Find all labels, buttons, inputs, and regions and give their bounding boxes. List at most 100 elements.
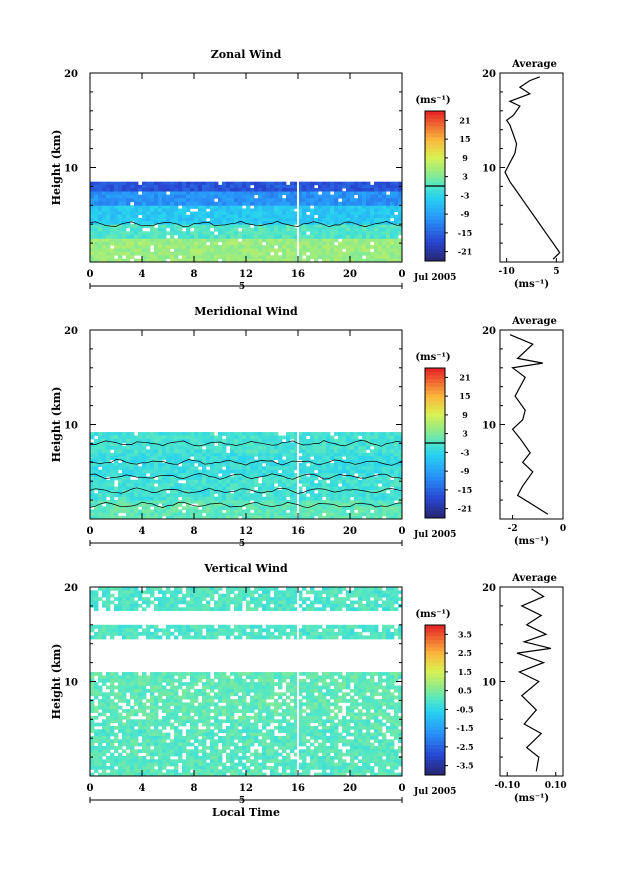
heatmap-cell	[286, 224, 291, 229]
heatmap-cell	[238, 762, 243, 767]
heatmap-cell	[390, 729, 395, 734]
heatmap-cell	[322, 503, 327, 507]
heatmap-cell	[138, 248, 143, 253]
heatmap-cell	[146, 245, 151, 249]
heatmap-cell	[134, 473, 139, 477]
heatmap-cell	[302, 198, 307, 203]
heatmap-cell	[214, 438, 219, 443]
heatmap-cell	[326, 251, 331, 256]
heatmap-cell	[254, 765, 259, 770]
heatmap-cell	[362, 227, 367, 232]
heatmap-cell	[290, 496, 295, 501]
heatmap-cell	[94, 739, 99, 744]
heatmap-cell	[282, 719, 287, 724]
heatmap-cell	[254, 201, 259, 206]
heatmap-cell	[366, 462, 371, 467]
heatmap-cell	[210, 466, 215, 471]
heatmap-cell	[310, 181, 315, 186]
heatmap-cell	[174, 515, 179, 520]
heatmap-cell	[386, 742, 391, 747]
heatmap-cell	[106, 493, 111, 498]
heatmap-cell	[194, 765, 199, 770]
heatmap-cell	[382, 476, 387, 481]
heatmap-cell	[358, 506, 363, 510]
heatmap-cell	[138, 749, 143, 754]
heatmap-cell	[354, 227, 359, 232]
x-tick-label: 16	[291, 269, 305, 280]
heatmap-cell	[238, 735, 243, 740]
heatmap-cell	[106, 739, 111, 744]
heatmap-cell	[374, 194, 379, 199]
heatmap-cell	[162, 496, 167, 501]
heatmap-cell	[366, 469, 371, 474]
heatmap-cell	[166, 238, 171, 243]
heatmap-cell	[178, 238, 183, 243]
heatmap-cell	[370, 725, 375, 730]
heatmap-cell	[278, 224, 283, 229]
heatmap-cell	[278, 729, 283, 734]
heatmap-cell	[198, 442, 203, 447]
heatmap-cell	[354, 466, 359, 471]
heatmap-cell	[118, 234, 123, 239]
heatmap-cell	[122, 432, 127, 436]
heatmap-cell	[182, 742, 187, 747]
heatmap-cell	[382, 181, 387, 186]
heatmap-cell	[226, 486, 231, 491]
heatmap-cell	[98, 452, 103, 457]
heatmap-cell	[338, 459, 343, 464]
x-tick-label: 20	[343, 269, 357, 280]
heatmap-cell	[358, 462, 363, 467]
heatmap-cell	[246, 735, 251, 740]
heatmap-cell	[146, 234, 151, 239]
heatmap-cell	[342, 214, 347, 219]
heatmap-cell	[98, 512, 103, 517]
heatmap-cell	[298, 205, 303, 209]
heatmap-cell	[310, 238, 315, 243]
heatmap-cell	[370, 749, 375, 754]
heatmap-cell	[222, 194, 227, 199]
heatmap-cell	[186, 452, 191, 457]
heatmap-cell	[394, 258, 399, 263]
heatmap-cell	[270, 442, 275, 447]
heatmap-cell	[110, 769, 115, 774]
heatmap-cell	[226, 205, 231, 209]
heatmap-cell	[90, 512, 95, 517]
heatmap-cell	[270, 449, 275, 454]
heatmap-cell	[338, 217, 343, 222]
heatmap-cell	[310, 214, 315, 219]
heatmap-cell	[186, 191, 191, 196]
heatmap-cell	[134, 221, 139, 225]
heatmap-cell	[110, 234, 115, 239]
heatmap-cell	[158, 445, 163, 450]
heatmap-cell	[234, 211, 239, 216]
heatmap-cell	[274, 194, 279, 199]
heatmap-cell	[302, 432, 307, 436]
heatmap-cell	[338, 442, 343, 447]
heatmap-cell	[222, 217, 227, 222]
heatmap-cell	[346, 496, 351, 501]
x-tick-label: 0	[87, 269, 94, 280]
heatmap-cell	[322, 466, 327, 471]
heatmap-cell	[378, 509, 383, 514]
heatmap-cell	[226, 469, 231, 474]
heatmap-cell	[302, 479, 307, 484]
heatmap-cell	[98, 483, 103, 487]
heatmap-cell	[354, 238, 359, 243]
heatmap-cell	[98, 493, 103, 498]
heatmap-cell	[186, 512, 191, 517]
heatmap-cell	[182, 493, 187, 498]
heatmap-cell	[370, 473, 375, 477]
heatmap-cell	[142, 735, 147, 740]
heatmap-cell	[314, 221, 319, 225]
heatmap-cell	[306, 258, 311, 263]
heatmap-cell	[130, 469, 135, 474]
heatmap-cell	[318, 512, 323, 517]
heatmap-cell	[98, 729, 103, 734]
heatmap-cell	[306, 452, 311, 457]
heatmap-cell	[326, 208, 331, 212]
heatmap-cell	[150, 234, 155, 239]
heatmap-cell	[154, 234, 159, 239]
heatmap-cell	[218, 452, 223, 457]
heatmap-cell	[202, 742, 207, 747]
heatmap-cell	[202, 442, 207, 447]
